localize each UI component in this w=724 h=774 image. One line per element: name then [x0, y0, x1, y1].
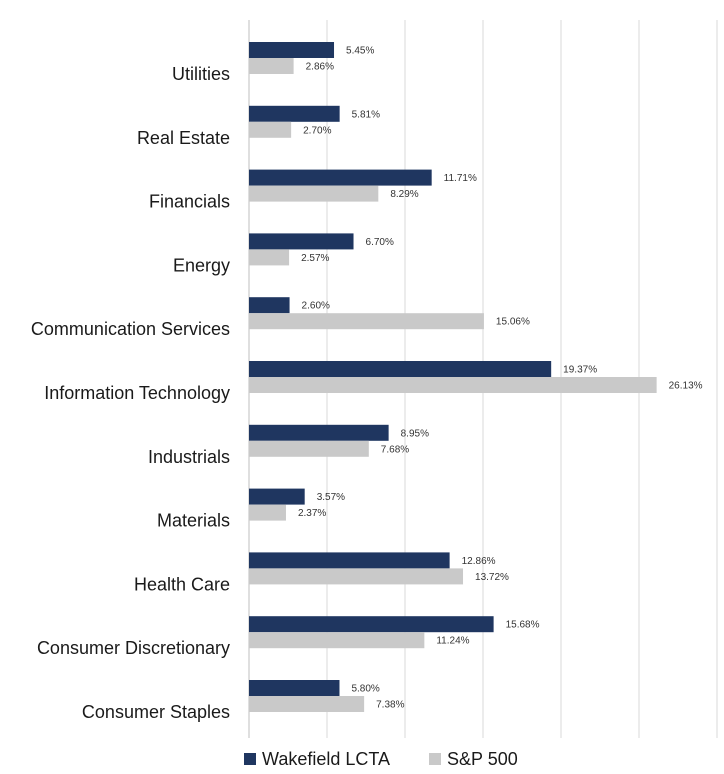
data-label: 8.29% [390, 189, 418, 200]
data-label: 3.57% [317, 492, 345, 503]
bar-sp500 [249, 440, 369, 457]
category-label: Health Care [134, 574, 230, 594]
data-label: 2.37% [298, 508, 326, 519]
bar-wakefield-lcta [249, 297, 290, 314]
category-label: Real Estate [137, 128, 230, 148]
category-label: Energy [173, 255, 230, 275]
bar-sp500 [249, 696, 365, 712]
data-label: 26.13% [669, 381, 703, 392]
data-label: 7.38% [376, 700, 404, 711]
data-label: 11.71% [444, 173, 477, 184]
data-label: 15.06% [496, 317, 530, 328]
bar-sp500 [249, 632, 425, 649]
data-label: 2.86% [306, 62, 334, 73]
data-label: 5.81% [352, 109, 380, 120]
data-labels: 5.45% 2.86% 5.81% 2.70% 11.71% 8.29% 6.70% 2.57… [298, 46, 703, 711]
legend-label: Wakefield LCTA [262, 749, 390, 769]
bar-sp500 [249, 568, 464, 585]
data-label: 15.68% [506, 620, 540, 631]
bar-sp500 [249, 185, 379, 202]
bar-sp500 [249, 313, 484, 330]
legend-label: S&P 500 [447, 749, 518, 769]
data-label: 7.68% [381, 444, 409, 455]
bar-wakefield-lcta [249, 680, 340, 696]
data-label: 5.45% [346, 46, 374, 57]
bar-wakefield-lcta [249, 361, 552, 377]
bar-sp500 [249, 249, 290, 266]
category-label: Financials [149, 192, 230, 212]
category-label: Materials [157, 511, 230, 531]
data-label: 8.95% [401, 428, 429, 439]
bar-wakefield-lcta [249, 105, 340, 122]
data-label: 11.24% [436, 636, 469, 647]
data-label: 2.70% [303, 125, 331, 136]
category-label: Consumer Discretionary [37, 638, 230, 658]
data-label: 5.80% [351, 684, 379, 695]
data-label: 19.37% [563, 365, 597, 376]
bar-wakefield-lcta [249, 616, 494, 633]
bar-wakefield-lcta [249, 233, 354, 250]
bar-wakefield-lcta [249, 169, 432, 186]
category-label: Utilities [172, 64, 230, 84]
category-label: Information Technology [44, 383, 230, 403]
bar-sp500 [249, 504, 286, 521]
data-label: 12.86% [462, 556, 496, 567]
data-label: 13.72% [475, 572, 509, 583]
category-labels: Utilities Real Estate Financials Energy Comm… [31, 64, 230, 722]
data-label: 6.70% [366, 237, 394, 248]
bars [249, 42, 657, 712]
category-label: Consumer Staples [82, 702, 230, 722]
category-label: Communication Services [31, 319, 230, 339]
bar-wakefield-lcta [249, 424, 389, 441]
data-label: 2.57% [301, 253, 329, 264]
legend-swatch [429, 753, 441, 765]
bar-sp500 [249, 121, 292, 138]
bar-sp500 [249, 377, 657, 393]
data-label: 2.60% [302, 301, 330, 312]
bar-wakefield-lcta [249, 42, 335, 58]
bar-wakefield-lcta [249, 552, 450, 569]
bar-wakefield-lcta [249, 488, 305, 505]
bar-sp500 [249, 58, 294, 74]
category-label: Industrials [148, 447, 230, 467]
legend-swatch [244, 753, 256, 765]
legend: Wakefield LCTA S&P 500 [244, 749, 518, 769]
